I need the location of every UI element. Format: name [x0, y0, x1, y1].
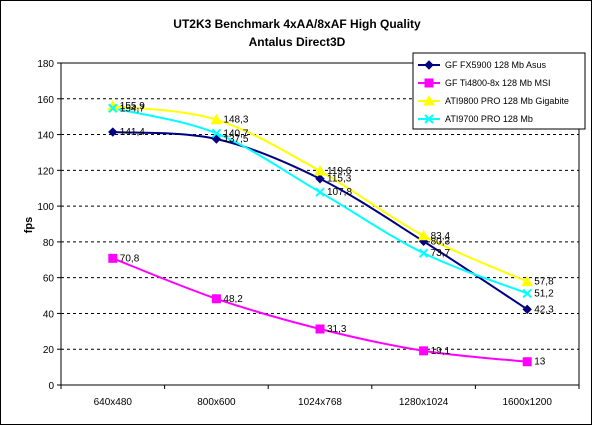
data-label: 115,3 — [327, 174, 352, 185]
data-label: 57,8 — [534, 277, 554, 288]
data-label: 48,2 — [223, 294, 243, 305]
y-tick-label: 60 — [43, 274, 55, 285]
legend-swatch-marker — [424, 114, 434, 124]
legend-box — [412, 52, 586, 130]
data-label: 137,5 — [223, 134, 248, 145]
data-label: 73,7 — [431, 248, 451, 259]
data-label: 83,4 — [431, 231, 451, 242]
legend-swatch-marker-stroke — [424, 114, 434, 124]
x-tick-label: 800x600 — [197, 397, 236, 408]
data-point — [211, 294, 221, 304]
data-point — [522, 304, 532, 315]
data-label: 42,3 — [534, 304, 554, 315]
y-tick-label: 120 — [37, 166, 54, 177]
y-tick-label: 80 — [43, 238, 55, 249]
y-tick-label: 180 — [37, 59, 54, 70]
data-point-stroke — [211, 128, 222, 139]
data-point-stroke — [522, 288, 532, 299]
data-point — [521, 275, 534, 287]
x-tick-label: 1280x1024 — [399, 397, 449, 408]
x-tick-label: 1024x768 — [298, 397, 342, 408]
data-point — [210, 113, 223, 125]
data-label: 19,1 — [431, 346, 451, 357]
y-tick-label: 20 — [43, 345, 55, 356]
data-label: 140,7 — [223, 128, 248, 139]
legend: GF FX5900 128 Mb Asus GF Ti4800-8x 128 Mb… — [412, 52, 586, 130]
y-tick-label: 40 — [43, 309, 55, 320]
data-label: 154,7 — [120, 103, 145, 114]
data-label: 119,6 — [327, 166, 352, 177]
legend-entry-label: GF Ti4800-8x 128 Mb MSI — [445, 78, 551, 88]
data-label: 31,3 — [327, 324, 347, 335]
data-point — [419, 346, 429, 356]
data-point — [418, 248, 429, 258]
legend-entry-label: ATI9800 PRO 128 Mb Gigabite — [445, 96, 569, 106]
data-point — [211, 128, 222, 139]
y-tick-label: 100 — [37, 202, 54, 213]
data-point-stroke — [315, 187, 325, 197]
data-label: 141,4 — [120, 127, 145, 138]
data-point — [522, 288, 532, 299]
data-label: 148,3 — [223, 115, 248, 126]
legend-entry-label: ATI9700 PRO 128 Mb — [445, 114, 533, 124]
data-point-stroke — [108, 103, 118, 113]
chart-subtitle: Antalus Direct3D — [249, 35, 346, 49]
data-label: 107,8 — [327, 187, 352, 198]
data-point — [108, 103, 118, 113]
y-axis-label: fps — [23, 217, 35, 234]
y-tick-label: 140 — [37, 131, 54, 142]
data-point — [315, 174, 325, 184]
x-tick-label: 640x480 — [94, 397, 133, 408]
x-tick-label: 1600x1200 — [502, 397, 552, 408]
data-label: 51,2 — [534, 288, 554, 299]
data-label: 70,8 — [120, 253, 140, 264]
data-point — [108, 127, 118, 137]
data-label: 80,3 — [431, 236, 451, 247]
data-point — [108, 253, 118, 263]
data-point-stroke — [418, 248, 429, 258]
data-point — [417, 229, 430, 241]
data-point — [315, 187, 325, 197]
data-label: 155,9 — [120, 101, 145, 112]
y-tick-label: 0 — [48, 381, 54, 392]
data-point — [211, 134, 222, 144]
data-label: 13 — [534, 357, 546, 368]
data-point — [522, 357, 532, 367]
legend-swatch-marker — [424, 78, 434, 88]
legend-entry-label: GF FX5900 128 Mb Asus — [445, 60, 547, 70]
legend-swatch-marker — [423, 94, 435, 106]
y-tick-label: 160 — [37, 95, 54, 106]
chart-title: UT2K3 Benchmark 4xAA/8xAF High Quality — [173, 17, 421, 31]
data-point — [314, 165, 326, 176]
legend-swatch-marker — [424, 60, 434, 70]
data-point — [315, 324, 325, 334]
